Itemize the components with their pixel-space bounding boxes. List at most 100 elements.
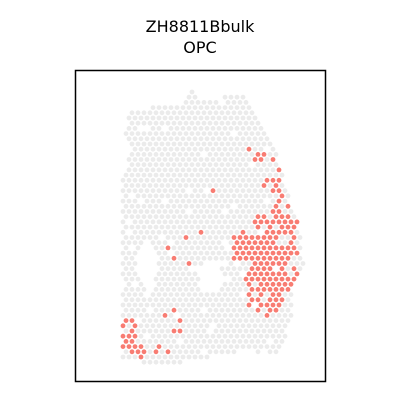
tissue-spot [189,183,195,188]
tissue-spot [189,172,195,178]
tissue-spot [243,224,249,230]
tissue-spot [147,110,153,116]
tissue-spot [186,219,192,225]
tissue-spot [252,188,258,194]
tissue-spot [213,318,219,323]
tissue-spot [234,188,240,194]
opc-positive-spot [270,157,276,162]
tissue-spot [147,162,153,168]
tissue-spot [228,146,234,152]
tissue-spot [243,266,249,272]
opc-positive-spot [141,349,147,355]
tissue-spot [183,183,189,188]
tissue-spot [216,188,222,194]
opc-positive-spot [288,240,294,246]
tissue-spot [204,313,210,318]
tissue-spot [219,255,225,261]
tissue-spot [195,235,201,240]
tissue-spot [135,224,141,230]
opc-positive-spot [288,250,294,256]
opc-positive-spot [264,240,270,246]
tissue-spot [237,110,243,116]
tissue-spot [237,328,243,334]
tissue-spot [132,271,138,277]
tissue-spot [285,266,291,272]
tissue-spot [234,229,240,235]
tissue-spot [141,110,147,116]
tissue-spot [189,224,195,230]
tissue-spot [225,162,231,168]
tissue-spot [207,183,213,188]
opc-positive-spot [285,224,291,230]
tissue-spot [204,115,210,121]
tissue-spot [135,297,141,303]
tissue-spot [249,307,255,313]
tissue-spot [210,229,216,235]
tissue-spot [192,333,198,339]
tissue-spot [156,333,162,339]
tissue-spot [120,219,126,225]
tissue-spot [216,157,222,162]
tissue-spot [222,115,228,121]
tissue-spot [177,131,183,137]
tissue-spot [198,240,204,246]
tissue-spot [153,214,159,220]
tissue-spot [240,105,246,110]
opc-positive-spot [291,266,297,272]
opc-positive-spot [270,302,276,308]
tissue-spot [210,115,216,121]
tissue-spot [174,302,180,308]
tissue-spot [180,313,186,318]
tissue-spot [216,115,222,121]
tissue-spot [123,224,129,230]
tissue-spot [159,224,165,230]
tissue-spot [135,328,141,334]
tissue-spot [144,344,150,349]
tissue-spot [216,292,222,297]
tissue-spot [195,131,201,137]
tissue-spot [252,209,258,214]
tissue-spot [207,255,213,261]
tissue-spot [261,224,267,230]
tissue-spot [189,162,195,168]
tissue-spot [132,125,138,131]
tissue-spot [132,209,138,214]
tissue-spot [159,193,165,199]
opc-positive-spot [273,245,279,251]
tissue-spot [213,339,219,344]
chart-title: ZH8811Bbulk [146,17,255,36]
tissue-spot [177,172,183,178]
opc-positive-spot [255,235,261,240]
opc-positive-spot [240,229,246,235]
opc-positive-spot [270,271,276,277]
tissue-spot [252,229,258,235]
tissue-spot [210,177,216,183]
tissue-spot [141,203,147,209]
tissue-spot [240,333,246,339]
tissue-spot [153,162,159,168]
tissue-spot [225,328,231,334]
tissue-spot [207,307,213,313]
tissue-spot [165,266,171,272]
opc-positive-spot [264,219,270,225]
tissue-spot [195,307,201,313]
tissue-spot [237,141,243,147]
tissue-spot [150,333,156,339]
tissue-spot [123,349,129,355]
tissue-spot [135,172,141,178]
tissue-spot [243,307,249,313]
tissue-spot [201,141,207,147]
tissue-spot [189,349,195,355]
tissue-spot [219,131,225,137]
tissue-spot [189,328,195,334]
opc-positive-spot [165,245,171,251]
tissue-spot [210,209,216,214]
opc-positive-spot [279,245,285,251]
opc-positive-spot [279,297,285,303]
tissue-spot [147,152,153,157]
tissue-spot [126,354,132,360]
tissue-spot [189,276,195,282]
tissue-spot [282,198,288,204]
tissue-spot [222,146,228,152]
tissue-spot [189,307,195,313]
